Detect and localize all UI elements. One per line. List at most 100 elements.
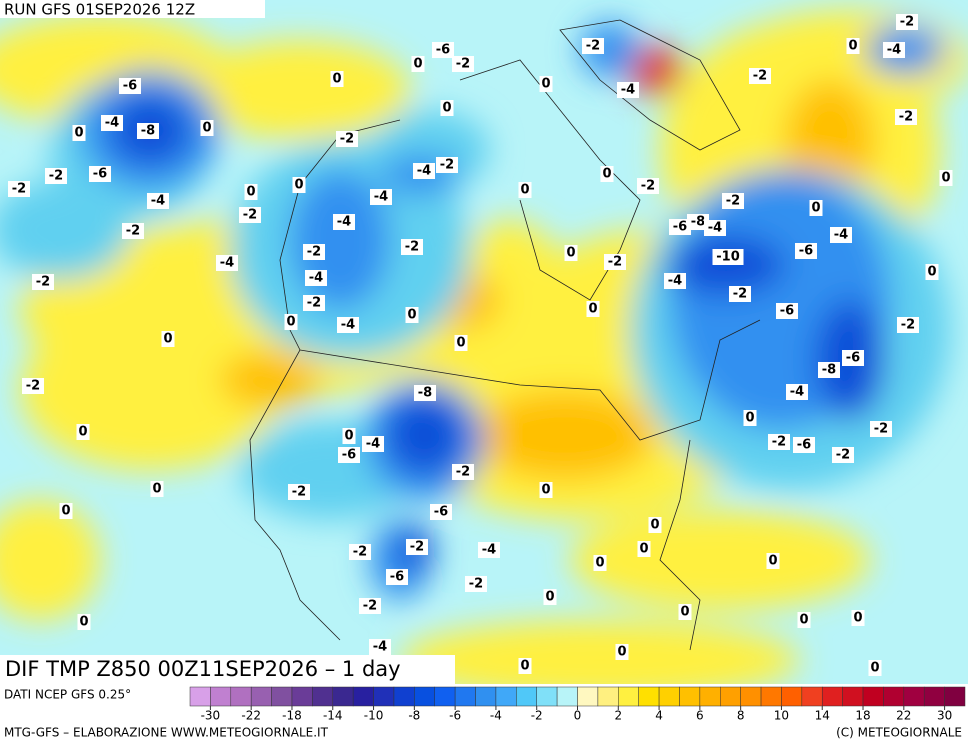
contour-label: -2 [12,182,26,197]
contour-label: -4 [668,274,682,289]
contour-label: -4 [621,83,635,98]
legend-tick-label: 10 [774,709,789,723]
legend-tick-label: -2 [531,709,543,723]
contour-label: 0 [442,101,451,116]
legend-tick-label: -10 [364,709,384,723]
contour-label-box [32,274,54,290]
contour-label-box [101,115,123,131]
legend-tick-label: 30 [937,709,952,723]
contour-label-box [664,273,686,289]
contour-label-box [405,307,419,323]
legend-swatch [699,686,721,707]
legend-tick-label: 4 [655,709,663,723]
contour-label: -2 [899,110,913,125]
legend-tick-label: -4 [490,709,502,723]
contour-label: -4 [337,215,351,230]
contour-label: -4 [417,164,431,179]
contour-label-box [687,214,709,230]
contour-label: 0 [344,429,353,444]
contour-label: 0 [566,246,575,261]
contour-label: -4 [887,43,901,58]
contour-label: 0 [602,167,611,182]
contour-label-box [89,166,111,182]
contour-label-box [795,243,817,259]
legend-swatch [393,686,415,707]
contour-label-box [200,120,214,136]
contour-label-box [239,207,261,223]
legend-swatch [923,686,945,707]
contour-label: 0 [680,605,689,620]
contour-label-box [617,82,639,98]
contour-label-box [430,504,452,520]
contour-label: 0 [853,611,862,626]
contour-label-box [868,660,882,676]
contour-label-box [637,178,659,194]
contour-label: -2 [456,465,470,480]
contour-label: 0 [588,302,597,317]
contour-label: -6 [673,220,687,235]
contour-label-box [305,270,327,286]
contour-label: -4 [341,318,355,333]
contour-label-box [406,539,428,555]
contour-label: -4 [105,116,119,131]
contour-label-box [76,424,90,440]
contour-label: -2 [363,599,377,614]
legend-swatch [475,686,497,707]
field-patch [450,220,570,380]
legend-swatch [516,686,537,707]
contour-label-box [615,644,629,660]
contour-label: -2 [726,194,740,209]
contour-label-box [303,244,325,260]
contour-label: -4 [790,385,804,400]
contour-label-box [518,182,532,198]
contour-label-box [303,295,325,311]
contour-label-box [119,78,141,94]
footer-right: (C) METEOGIORNALE [836,726,962,740]
contour-label: -2 [469,577,483,592]
contour-label-box [122,223,144,239]
contour-label-box [648,517,662,533]
legend-swatch [597,686,619,707]
contour-label-box [284,314,298,330]
contour-label-box [832,447,854,463]
contour-label: 0 [456,336,465,351]
contour-label-box [362,436,384,452]
contour-label: 0 [286,315,295,330]
legend-tick-label: 6 [696,709,704,723]
contour-label-box [72,125,86,141]
contour-label: -2 [26,379,40,394]
contour-label: -2 [36,275,50,290]
contour-label: 0 [79,615,88,630]
contour-label: -2 [753,69,767,84]
contour-label: -2 [307,245,321,260]
contour-label-box [77,614,91,630]
contour-label: -2 [307,296,321,311]
contour-label-box [333,214,355,230]
contour-label-box [749,68,771,84]
run-label: RUN GFS 01SEP2026 12Z [4,1,195,19]
contour-label: -2 [353,545,367,560]
contour-label-box [436,157,458,173]
contour-label-box [137,123,159,139]
contour-label-box [846,38,860,54]
legend-swatch [760,686,782,707]
contour-label-box [452,56,474,72]
contour-label-box [216,255,238,271]
contour-label: -2 [874,422,888,437]
legend-tick-label: -8 [408,709,420,723]
legend-swatch [434,686,456,707]
contour-label-box [883,42,905,58]
contour-label-box [743,410,757,426]
contour-label-box [786,384,808,400]
legend-swatch [781,686,803,707]
contour-label: -2 [410,540,424,555]
contour-label-box [776,303,798,319]
contour-label: -6 [436,43,450,58]
legend-swatch [312,686,334,707]
contour-label: 0 [520,183,529,198]
contour-label-box [337,317,359,333]
contour-label: -2 [772,435,786,450]
contour-label: -2 [608,255,622,270]
contour-label: -2 [456,57,470,72]
